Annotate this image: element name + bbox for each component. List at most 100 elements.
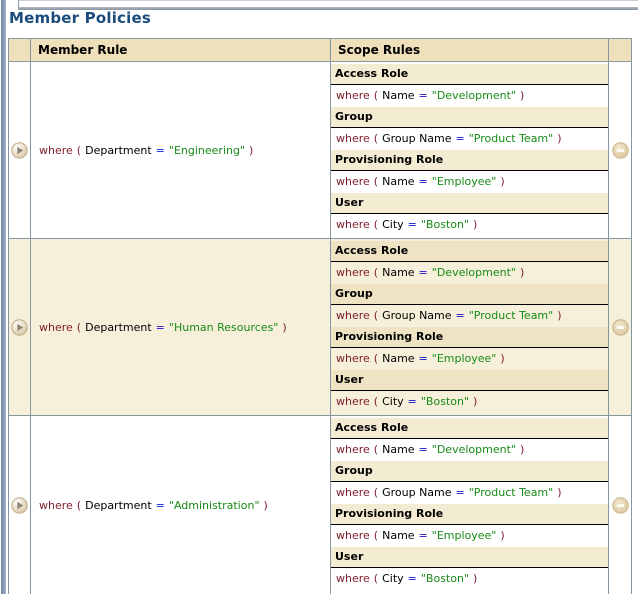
policy-row: where(Department = "Engineering") Access R… [9, 62, 631, 239]
top-frame-divider [18, 7, 638, 10]
where-keyword: where [336, 309, 370, 322]
scope-rule-expression: where(Name = "Development") [331, 439, 608, 461]
equals-operator: = [418, 529, 428, 542]
policy-row: where(Department = "Administration") Acces… [9, 416, 631, 594]
where-keyword: where [336, 266, 370, 279]
rule-attribute: Name [382, 89, 415, 102]
rule-value: "Employee" [431, 529, 497, 542]
where-keyword: where [336, 443, 370, 456]
close-paren: ) [263, 499, 268, 512]
rule-attribute: Name [382, 175, 415, 188]
remove-row-button[interactable] [611, 318, 629, 336]
scope-rules-cell: Access Role where(Name = "Development") Gr… [331, 62, 609, 238]
where-keyword: where [336, 352, 370, 365]
open-paren: ( [373, 395, 379, 408]
scope-rule-expression: where(City = "Boston") [331, 214, 608, 236]
expand-row-button[interactable] [11, 318, 28, 336]
play-circle-icon [11, 497, 28, 514]
open-paren: ( [373, 443, 379, 456]
close-paren: ) [557, 486, 562, 499]
where-keyword: where [336, 175, 370, 188]
member-rule-expression: where(Department = "Engineering") [39, 144, 253, 157]
rule-attribute: Department [85, 320, 152, 334]
scope-rule-expression: where(Group Name = "Product Team") [331, 305, 608, 327]
minus-circle-icon [611, 318, 629, 336]
open-paren: ( [373, 572, 379, 585]
expand-row-button[interactable] [11, 141, 28, 159]
rule-value: "Development" [431, 266, 516, 279]
rule-value: "Development" [431, 443, 516, 456]
rule-attribute: Name [382, 266, 415, 279]
open-paren: ( [373, 175, 379, 188]
rule-value: "Product Team" [468, 132, 554, 145]
minus-circle-icon [611, 497, 629, 514]
rule-attribute: City [382, 395, 404, 408]
scope-rule-expression: where(Name = "Employee") [331, 171, 608, 193]
equals-operator: = [418, 89, 428, 102]
rule-attribute: City [382, 218, 404, 231]
rule-attribute: Name [382, 529, 415, 542]
rule-value: "Development" [431, 89, 516, 102]
where-keyword: where [336, 486, 370, 499]
close-paren: ) [519, 443, 525, 456]
equals-operator: = [455, 309, 465, 322]
scope-rule-expression: where(City = "Boston") [331, 391, 608, 413]
close-paren: ) [557, 132, 562, 145]
close-paren: ) [500, 352, 505, 365]
column-header-member-rule: Member Rule [31, 39, 331, 61]
column-header-spacer-left [9, 39, 31, 61]
scope-type-header: Group [331, 107, 608, 128]
left-frame-divider [1, 0, 6, 594]
scope-rule-expression: where(Group Name = "Product Team") [331, 482, 608, 504]
equals-operator: = [407, 572, 417, 585]
scope-type-header: Provisioning Role [331, 327, 608, 348]
where-keyword: where [336, 572, 370, 585]
scope-type-header: User [331, 193, 608, 214]
equals-operator: = [455, 132, 465, 145]
where-keyword: where [39, 499, 73, 512]
remove-row-button[interactable] [611, 497, 629, 514]
open-paren: ( [373, 309, 379, 322]
close-paren: ) [473, 218, 478, 231]
scope-type-header: Access Role [331, 64, 608, 85]
scope-rule-expression: where(City = "Boston") [331, 568, 608, 590]
equals-operator: = [155, 499, 165, 512]
scope-rule-expression: where(Name = "Employee") [331, 348, 608, 370]
rule-value: "Product Team" [468, 309, 554, 322]
rule-value: "Boston" [420, 218, 470, 231]
open-paren: ( [76, 143, 82, 157]
remove-row-button[interactable] [611, 141, 629, 159]
open-paren: ( [373, 218, 379, 231]
rule-attribute: Name [382, 443, 415, 456]
expand-row-button[interactable] [11, 497, 28, 514]
close-paren: ) [473, 572, 478, 585]
close-paren: ) [557, 309, 562, 322]
page-title: Member Policies [9, 9, 151, 27]
where-keyword: where [336, 529, 370, 542]
close-paren: ) [519, 89, 525, 102]
play-circle-icon [11, 141, 28, 159]
equals-operator: = [407, 218, 417, 231]
scope-type-header: Provisioning Role [331, 504, 608, 525]
rule-value: "Employee" [431, 352, 497, 365]
policy-row: where(Department = "Human Resources") Acce… [9, 239, 631, 416]
rule-value: "Boston" [420, 395, 470, 408]
where-keyword: where [336, 395, 370, 408]
close-paren: ) [249, 143, 254, 157]
where-keyword: where [39, 143, 73, 157]
where-keyword: where [336, 132, 370, 145]
column-header-scope-rules: Scope Rules [331, 39, 609, 61]
rule-attribute: Name [382, 352, 415, 365]
table-header-row: Member Rule Scope Rules [9, 39, 631, 62]
equals-operator: = [418, 443, 428, 456]
rule-value: "Administration" [168, 499, 260, 512]
equals-operator: = [418, 352, 428, 365]
member-rule-expression: where(Department = "Administration") [39, 499, 268, 512]
rule-value: "Employee" [431, 175, 497, 188]
close-paren: ) [500, 529, 505, 542]
column-header-spacer-right [609, 39, 631, 61]
member-rule-expression: where(Department = "Human Resources") [39, 321, 287, 334]
open-paren: ( [373, 89, 379, 102]
where-keyword: where [336, 218, 370, 231]
open-paren: ( [373, 529, 379, 542]
